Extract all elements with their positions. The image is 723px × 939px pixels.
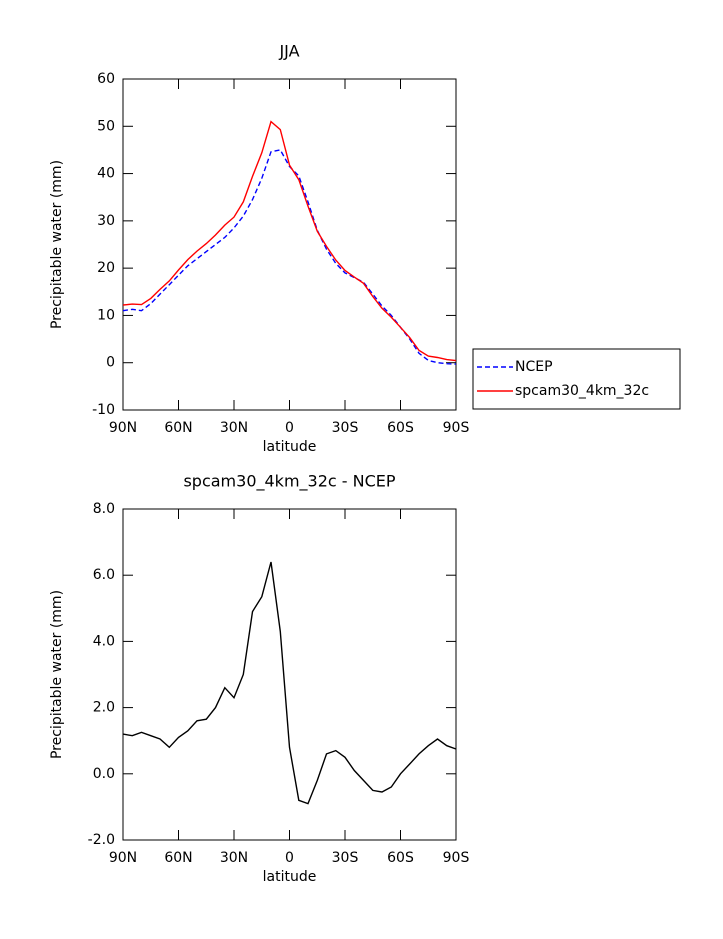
x-tick-label: 60S bbox=[387, 420, 414, 436]
y-tick-label: -2.0 bbox=[88, 832, 115, 848]
legend-label: NCEP bbox=[515, 359, 553, 375]
series-line bbox=[122, 120, 457, 362]
y-tick-label: 6.0 bbox=[93, 567, 115, 583]
x-tick-label: 30S bbox=[332, 420, 359, 436]
y-axis-label: Precipitable water (mm) bbox=[49, 590, 65, 759]
plot-frame bbox=[122, 78, 457, 411]
x-tick-label: 60N bbox=[164, 420, 192, 436]
x-tick-label: 30N bbox=[220, 420, 248, 436]
y-tick-label: 50 bbox=[97, 118, 115, 134]
y-tick-label: 20 bbox=[97, 260, 115, 276]
y-tick-label: 0 bbox=[106, 355, 115, 371]
y-tick-label: 10 bbox=[97, 307, 115, 323]
x-axis-label: latitude bbox=[263, 869, 317, 885]
y-axis-label: Precipitable water (mm) bbox=[49, 160, 65, 329]
x-tick-label: 90N bbox=[109, 850, 137, 866]
chart-title: JJA bbox=[278, 42, 299, 61]
plot-frame bbox=[122, 508, 457, 841]
series-line bbox=[122, 561, 457, 805]
x-tick-label: 60N bbox=[164, 850, 192, 866]
y-tick-label: 40 bbox=[97, 166, 115, 182]
x-tick-label: 0 bbox=[285, 420, 294, 436]
chart-title: spcam30_4km_32c - NCEP bbox=[183, 472, 395, 492]
y-tick-label: 4.0 bbox=[93, 633, 115, 649]
x-tick-label: 0 bbox=[285, 850, 294, 866]
x-tick-label: 30S bbox=[332, 850, 359, 866]
y-tick-label: 8.0 bbox=[93, 501, 115, 517]
x-tick-label: 90S bbox=[443, 850, 470, 866]
legend-label: spcam30_4km_32c bbox=[515, 383, 649, 399]
legend-box bbox=[472, 348, 681, 410]
y-tick-label: 60 bbox=[97, 71, 115, 87]
y-tick-label: 0.0 bbox=[93, 766, 115, 782]
x-axis-label: latitude bbox=[263, 439, 317, 455]
y-tick-label: -10 bbox=[92, 402, 115, 418]
series-line bbox=[122, 149, 457, 365]
x-tick-label: 30N bbox=[220, 850, 248, 866]
y-tick-label: 30 bbox=[97, 213, 115, 229]
x-tick-label: 90S bbox=[443, 420, 470, 436]
y-tick-label: 2.0 bbox=[93, 700, 115, 716]
x-tick-label: 90N bbox=[109, 420, 137, 436]
x-tick-label: 60S bbox=[387, 850, 414, 866]
